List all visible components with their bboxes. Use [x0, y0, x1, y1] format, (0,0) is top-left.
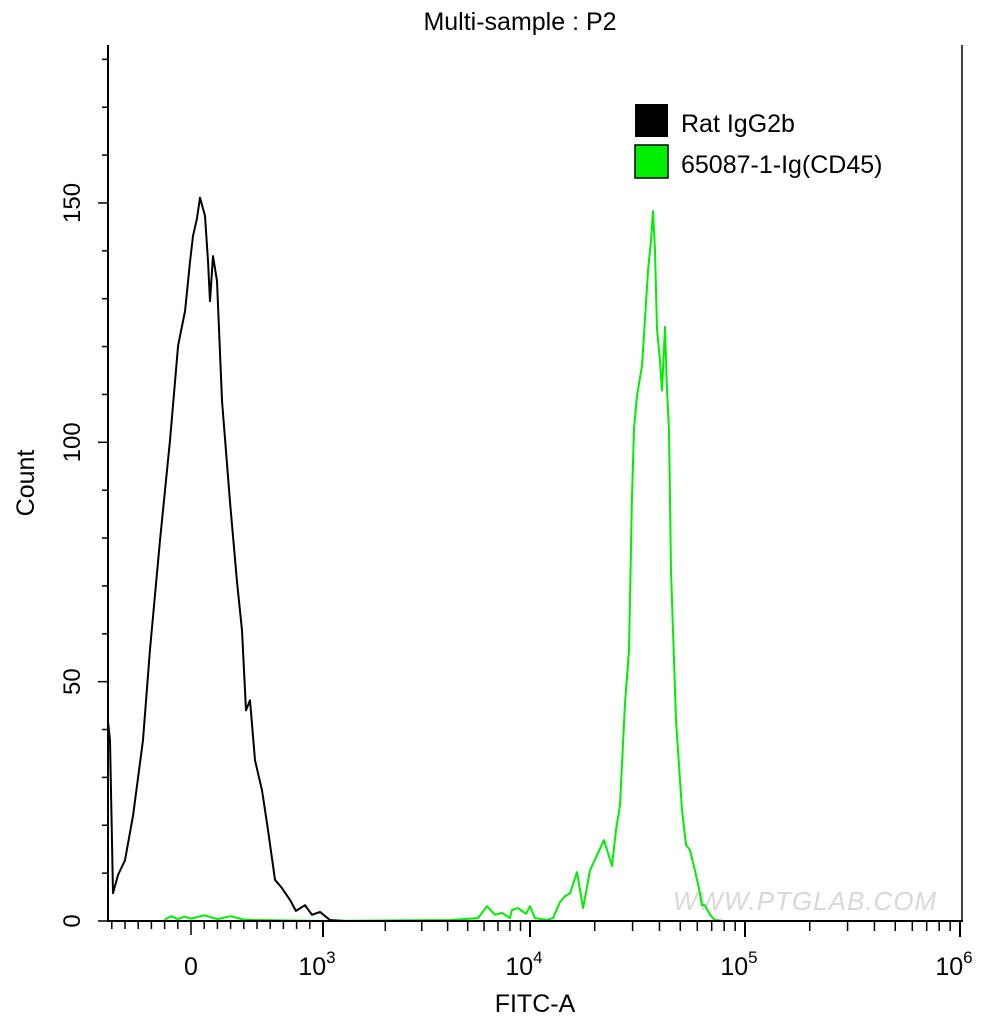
y-tick-label: 100	[59, 422, 86, 462]
series-line	[164, 210, 725, 922]
watermark: WWW.PTGLAB.COM	[673, 886, 937, 916]
x-tick-label: 104	[505, 948, 542, 981]
y-axis-label: Count	[12, 450, 40, 517]
y-tick-label: 50	[59, 668, 86, 695]
x-tick-exponent: 5	[748, 948, 757, 967]
legend-label-cd45: 65087-1-Ig(CD45)	[681, 151, 883, 179]
x-tick-label: 105	[720, 948, 757, 981]
x-tick-exponent: 4	[533, 948, 542, 967]
series-rat-igg2b	[106, 196, 347, 922]
x-tick-exponent: 6	[963, 948, 972, 967]
chart-title: Multi-sample : P2	[423, 8, 616, 36]
y-tick-label: 150	[59, 183, 86, 223]
legend-swatch-rat-igg2b	[635, 104, 668, 137]
x-tick-exponent: 3	[326, 948, 335, 967]
x-axis-label: FITC-A	[495, 990, 576, 1018]
series-line	[106, 196, 347, 922]
x-tick-label: 103	[298, 948, 335, 981]
legend-label-rat-igg2b: Rat IgG2b	[681, 110, 795, 138]
x-tick-label: 0	[184, 953, 198, 981]
series-cd45	[164, 210, 725, 922]
legend: Rat IgG2b 65087-1-Ig(CD45)	[634, 104, 883, 179]
legend-swatch-cd45	[634, 144, 669, 179]
y-tick-label: 0	[59, 914, 86, 927]
x-tick-label: 106	[935, 948, 972, 981]
